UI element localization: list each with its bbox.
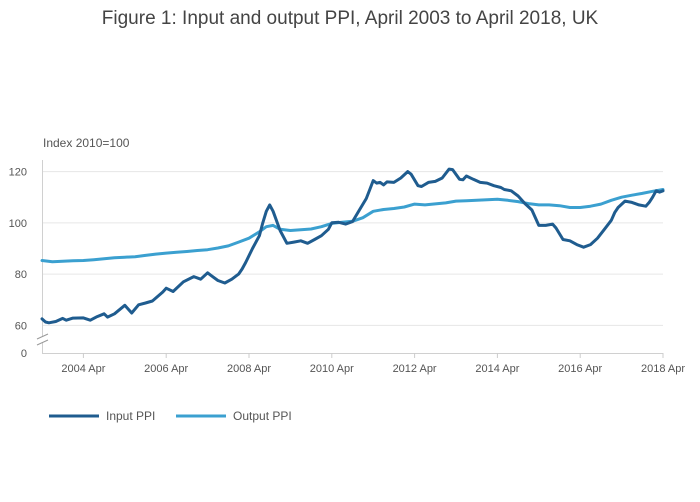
x-tick-label: 2010 Apr	[310, 363, 354, 375]
x-tick-label: 2008 Apr	[227, 363, 271, 375]
x-tick-label: 2018 Apr	[641, 363, 685, 375]
legend-label-input-ppi: Input PPI	[106, 409, 155, 423]
legend: Input PPI Output PPI	[49, 409, 292, 423]
gridlines	[42, 171, 663, 326]
chart-title: Figure 1: Input and output PPI, April 20…	[101, 8, 599, 29]
y-tick-label: 120	[9, 167, 27, 179]
y-tick-label: 60	[15, 320, 27, 332]
x-tick-label: 2016 Apr	[558, 363, 602, 375]
y-tick-label-zero: 0	[21, 348, 27, 360]
x-tick-label: 2014 Apr	[475, 363, 519, 375]
y-tick-label: 80	[15, 269, 27, 281]
axis-break-mark-lower	[36, 339, 49, 346]
legend-label-output-ppi: Output PPI	[233, 409, 292, 423]
y-axis-label: Index 2010=100	[43, 136, 130, 150]
series-line-input-ppi	[40, 167, 665, 325]
axes: Index 2010=100 60 80 100 120 0 2004 Apr 2006 A…	[9, 136, 686, 375]
axis-break-mark-upper	[36, 333, 49, 340]
x-tick-label: 2012 Apr	[393, 363, 437, 375]
y-tick-label: 100	[9, 218, 27, 230]
x-tick-label: 2006 Apr	[144, 363, 188, 375]
x-tick-label: 2004 Apr	[61, 363, 105, 375]
series	[40, 167, 665, 325]
series-line-output-ppi	[40, 188, 665, 264]
